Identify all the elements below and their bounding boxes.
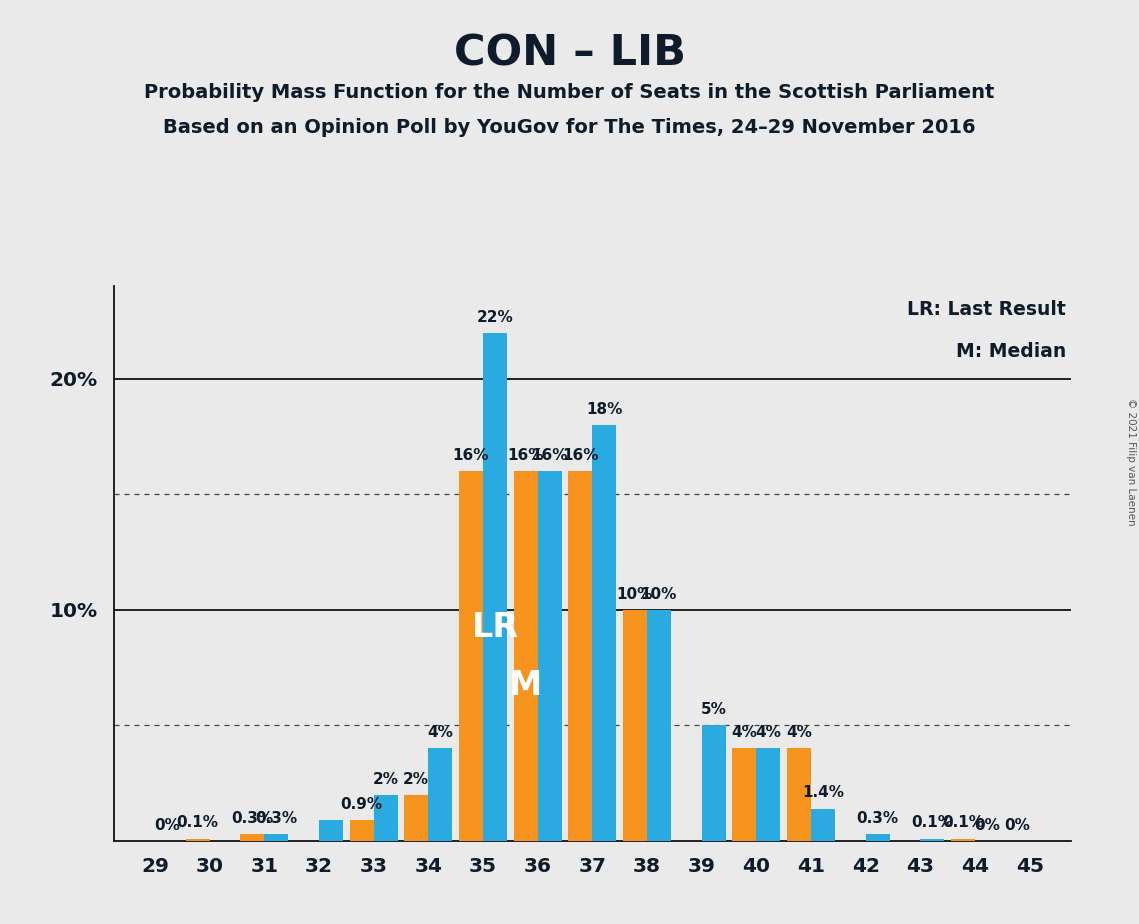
Bar	[514, 471, 538, 841]
Bar	[428, 748, 452, 841]
Text: 5%: 5%	[700, 702, 727, 717]
Text: 16%: 16%	[562, 448, 598, 463]
Text: 16%: 16%	[507, 448, 543, 463]
Text: 0%: 0%	[1005, 818, 1031, 833]
Text: 16%: 16%	[532, 448, 568, 463]
Text: 10%: 10%	[641, 587, 678, 602]
Bar	[186, 839, 210, 841]
Bar	[404, 795, 428, 841]
Text: 4%: 4%	[786, 725, 812, 740]
Bar	[811, 808, 835, 841]
Bar	[951, 839, 975, 841]
Text: 18%: 18%	[587, 402, 623, 417]
Bar	[623, 610, 647, 841]
Bar	[732, 748, 756, 841]
Text: 22%: 22%	[476, 310, 514, 324]
Text: 0.1%: 0.1%	[177, 816, 219, 831]
Text: 2%: 2%	[372, 772, 399, 786]
Text: Probability Mass Function for the Number of Seats in the Scottish Parliament: Probability Mass Function for the Number…	[145, 83, 994, 103]
Text: 4%: 4%	[755, 725, 781, 740]
Text: CON – LIB: CON – LIB	[453, 32, 686, 74]
Bar	[538, 471, 562, 841]
Bar	[866, 833, 890, 841]
Text: LR: Last Result: LR: Last Result	[907, 300, 1066, 320]
Text: 0.3%: 0.3%	[857, 811, 899, 826]
Text: Based on an Opinion Poll by YouGov for The Times, 24–29 November 2016: Based on an Opinion Poll by YouGov for T…	[163, 118, 976, 138]
Text: 0.3%: 0.3%	[255, 811, 297, 826]
Text: 0.9%: 0.9%	[341, 797, 383, 812]
Text: 0.1%: 0.1%	[911, 816, 953, 831]
Bar	[350, 821, 374, 841]
Bar	[568, 471, 592, 841]
Bar	[592, 425, 616, 841]
Text: 0.3%: 0.3%	[231, 811, 273, 826]
Bar	[756, 748, 780, 841]
Text: © 2021 Filip van Laenen: © 2021 Filip van Laenen	[1126, 398, 1136, 526]
Bar	[319, 821, 343, 841]
Text: 0.1%: 0.1%	[942, 816, 984, 831]
Bar	[459, 471, 483, 841]
Bar	[702, 725, 726, 841]
Text: 4%: 4%	[427, 725, 453, 740]
Text: 0%: 0%	[974, 818, 1000, 833]
Text: 4%: 4%	[731, 725, 757, 740]
Bar	[787, 748, 811, 841]
Bar	[240, 833, 264, 841]
Text: 0%: 0%	[154, 818, 180, 833]
Text: M: Median: M: Median	[956, 342, 1066, 361]
Bar	[647, 610, 671, 841]
Text: 1.4%: 1.4%	[802, 785, 844, 800]
Bar	[264, 833, 288, 841]
Text: 16%: 16%	[452, 448, 489, 463]
Bar	[483, 333, 507, 841]
Text: LR: LR	[472, 611, 518, 644]
Bar	[920, 839, 944, 841]
Text: M: M	[509, 669, 542, 702]
Text: 2%: 2%	[403, 772, 429, 786]
Bar	[374, 795, 398, 841]
Text: 10%: 10%	[616, 587, 653, 602]
